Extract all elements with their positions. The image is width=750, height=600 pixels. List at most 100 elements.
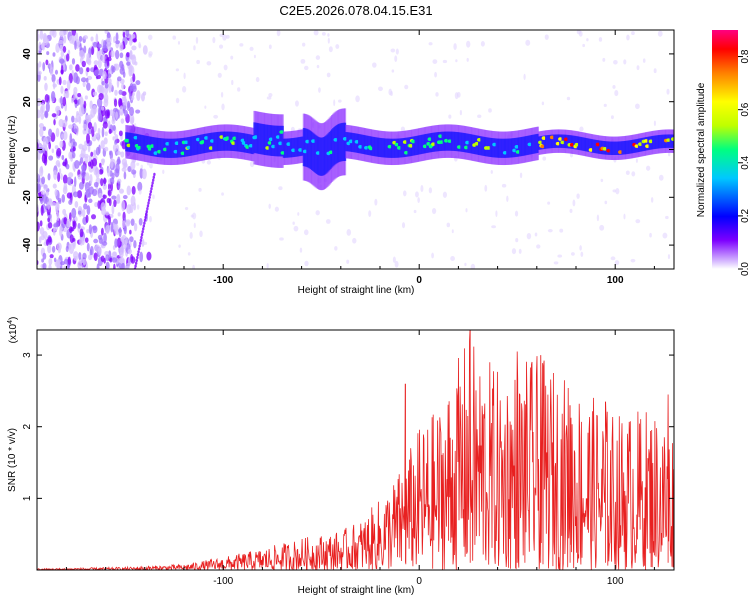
band-core [543, 135, 547, 149]
band-core [530, 134, 534, 155]
noise-cell [130, 160, 136, 171]
band-hotspot [305, 139, 310, 144]
noise-cell [98, 193, 103, 199]
band-core [314, 134, 317, 174]
noise-cell [51, 202, 57, 207]
band-hotspot [268, 137, 274, 142]
faint-cell [626, 34, 630, 41]
band-core [390, 138, 394, 158]
band-core [555, 134, 558, 148]
band-core [267, 124, 270, 156]
band-core [625, 140, 628, 155]
faint-cell [665, 215, 669, 220]
band-core [133, 133, 136, 153]
faint-cell [604, 200, 608, 205]
band-core [594, 139, 597, 154]
band-hotspot [210, 139, 215, 143]
faint-cell [184, 206, 189, 211]
faint-cell [598, 37, 603, 42]
band-hotspot [634, 144, 639, 148]
noise-cell [86, 229, 90, 234]
band-core [581, 137, 584, 151]
streak-cell [140, 235, 143, 240]
noise-cell [52, 52, 56, 57]
noise-cell [42, 136, 49, 148]
band-hotspot [671, 137, 674, 141]
noise-cell [107, 120, 111, 129]
band-core [579, 136, 582, 151]
band-core [359, 134, 362, 154]
band-core [508, 138, 511, 158]
noise-cell [54, 189, 58, 197]
band-core [247, 134, 250, 154]
band-core [506, 138, 509, 158]
noise-cell [79, 157, 84, 164]
band-hotspot [431, 142, 436, 146]
snr-frame [36, 329, 675, 571]
faint-cell [187, 252, 191, 256]
noise-cell [112, 251, 117, 257]
noise-cell [93, 181, 99, 188]
noise-cell [107, 167, 111, 177]
faint-cell [547, 228, 553, 233]
band-core [405, 137, 408, 157]
spectrogram-panel: -100 0 100 -40 -20 0 20 40 Height of straight l… [7, 29, 675, 296]
noise-cell [41, 176, 46, 185]
faint-cell [192, 264, 195, 269]
noise-cell [91, 214, 97, 220]
band-hotspot [265, 146, 270, 150]
band-hotspot [245, 145, 250, 149]
band-core [535, 134, 538, 154]
noise-cell [112, 107, 119, 113]
noise-cell [82, 80, 86, 88]
noise-cell [77, 92, 82, 98]
streak-cell [139, 241, 142, 245]
band-core [275, 125, 278, 157]
noise-cell [120, 151, 125, 158]
band-hotspot [208, 146, 214, 150]
streak-cell [138, 244, 141, 248]
band-core [523, 136, 527, 156]
noise-cell [111, 172, 115, 180]
noise-cell [100, 255, 105, 262]
noise-cell [114, 89, 118, 96]
band-hotspot [315, 151, 321, 155]
noise-cell [101, 106, 105, 111]
noise-cell [66, 192, 72, 199]
noise-cell [91, 46, 95, 55]
noise-cell [102, 70, 107, 80]
faint-cell [586, 38, 589, 42]
band-core [367, 135, 370, 156]
noise-cell [106, 32, 111, 39]
band-core [450, 131, 454, 151]
band-core [567, 134, 570, 149]
band-core [492, 138, 495, 158]
faint-cell [658, 174, 664, 181]
noise-cell [42, 61, 46, 72]
noise-cell [141, 168, 147, 180]
noise-cell [98, 92, 104, 101]
band-core [532, 134, 535, 154]
band-core [617, 141, 621, 155]
band-core [305, 128, 308, 167]
noise-cell [47, 203, 51, 210]
band-core [380, 138, 383, 158]
streak-cell [152, 175, 156, 179]
colorbar-tick-label: 0.8 [740, 49, 750, 63]
band-core [289, 138, 293, 158]
noise-cell [95, 33, 99, 44]
noise-cell [47, 222, 53, 229]
band-hotspot [618, 150, 623, 154]
band-core [283, 138, 287, 158]
noise-cell [138, 218, 143, 226]
faint-cell [230, 55, 234, 60]
band-hotspot [515, 150, 521, 154]
faint-cell [183, 72, 186, 80]
band-core [178, 138, 181, 158]
band-core [184, 137, 187, 157]
snr-ytick-label: 2 [22, 423, 33, 429]
band-core [334, 125, 337, 165]
faint-cell [518, 248, 522, 254]
noise-cell [84, 95, 88, 100]
band-core [433, 132, 436, 152]
